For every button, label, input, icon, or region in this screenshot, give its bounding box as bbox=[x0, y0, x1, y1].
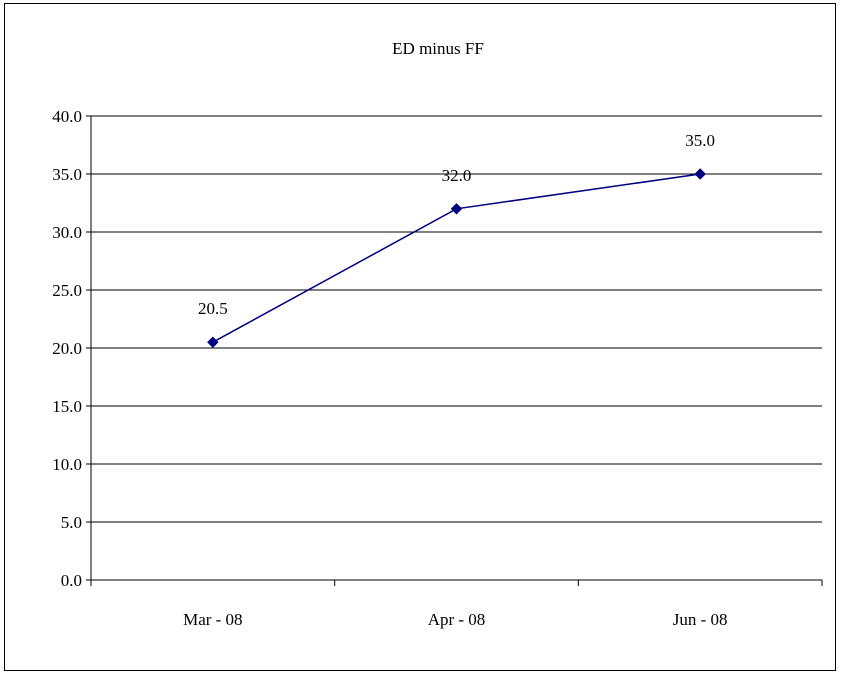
data-point-0 bbox=[207, 336, 219, 348]
data-label-0: 20.5 bbox=[198, 299, 228, 318]
data-point-2 bbox=[694, 168, 706, 180]
axis-layer: 0.0 5.0 10.0 15.0 20.0 25.0 30.0 35.0 40.0 Mar - … bbox=[52, 107, 823, 629]
y-tick-label-3: 15.0 bbox=[52, 397, 82, 416]
y-tick-label-4: 20.0 bbox=[52, 339, 82, 358]
y-tick-label-5: 25.0 bbox=[52, 281, 82, 300]
y-tick-label-8: 40.0 bbox=[52, 107, 82, 126]
data-label-2: 35.0 bbox=[685, 131, 715, 150]
chart-frame bbox=[4, 3, 836, 671]
y-tick-label-6: 30.0 bbox=[52, 223, 82, 242]
x-tick-label-2: Jun - 08 bbox=[673, 610, 728, 629]
x-tick-label-0: Mar - 08 bbox=[183, 610, 242, 629]
y-tick-label-0: 0.0 bbox=[61, 571, 82, 590]
data-label-layer: 20.5 32.0 35.0 bbox=[198, 131, 715, 318]
data-label-1: 32.0 bbox=[442, 166, 472, 185]
series-layer bbox=[207, 168, 706, 348]
data-point-1 bbox=[450, 203, 463, 215]
y-tick-label-1: 5.0 bbox=[61, 513, 82, 532]
series-line-0 bbox=[212, 173, 701, 343]
y-tick-label-2: 10.0 bbox=[52, 455, 82, 474]
x-tick-label-1: Apr - 08 bbox=[428, 610, 486, 629]
chart-title: ED minus FF bbox=[392, 39, 484, 58]
y-tick-label-7: 35.0 bbox=[52, 165, 82, 184]
